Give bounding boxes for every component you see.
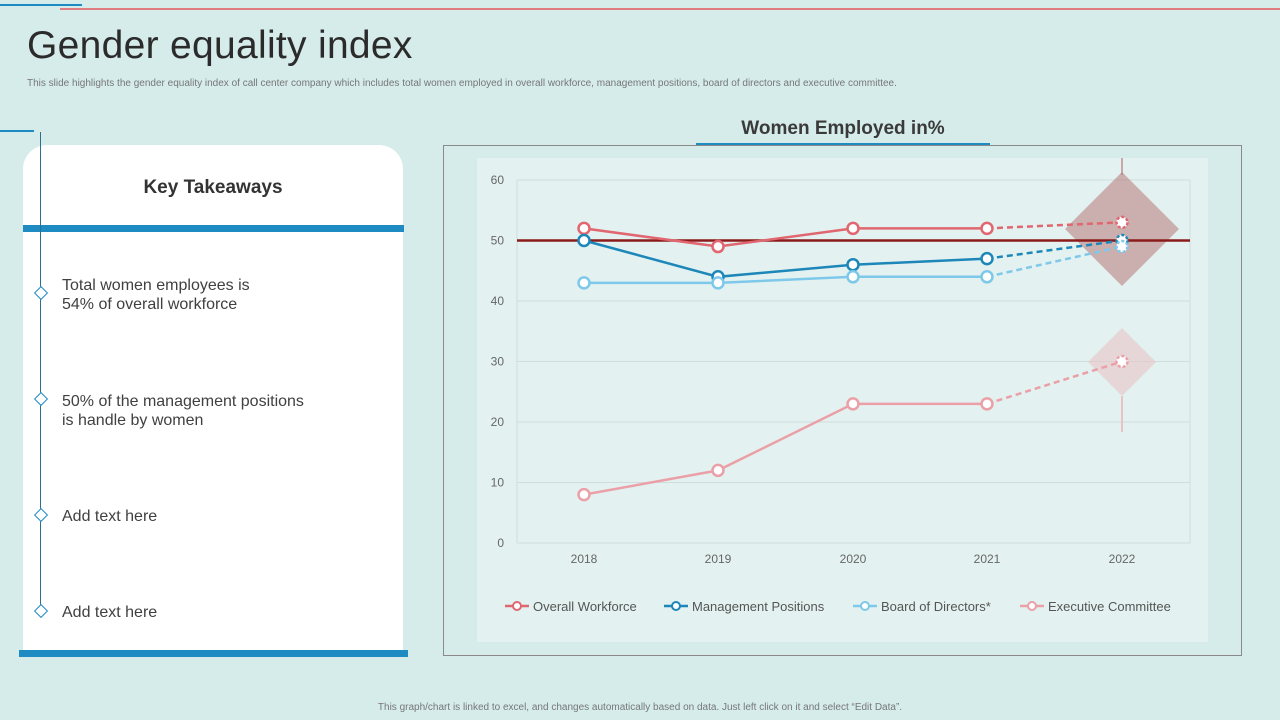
y-tick-label: 30 [491, 355, 505, 369]
key-takeaways-bottom-bar [19, 650, 408, 657]
data-point [577, 233, 591, 248]
legend-marker [671, 601, 681, 611]
top-accent-line [60, 8, 1280, 10]
data-point [711, 463, 725, 478]
x-tick-label: 2021 [974, 552, 1001, 566]
legend-label: Management Positions [692, 599, 825, 614]
page-title: Gender equality index [27, 24, 413, 67]
legend-marker [1027, 601, 1037, 611]
takeaway-item[interactable]: Add text here [62, 508, 158, 525]
data-point [846, 397, 860, 411]
top-accent-blue [0, 4, 82, 6]
page-subtitle: This slide highlights the gender equalit… [27, 78, 897, 89]
key-takeaways-title: Key Takeaways [143, 177, 283, 198]
x-tick-label: 2019 [705, 552, 732, 566]
data-point [980, 270, 994, 284]
data-point [711, 239, 725, 254]
y-tick-label: 20 [491, 415, 505, 429]
series-line [583, 402, 987, 496]
data-point [577, 276, 591, 290]
y-tick-label: 10 [491, 476, 505, 490]
legend-label: Executive Committee [1048, 599, 1171, 614]
data-point [1115, 215, 1129, 230]
series-forecast-line [986, 221, 1123, 230]
legend-marker [860, 601, 870, 611]
takeaway-item[interactable]: Add text here [62, 604, 158, 621]
left-accent-bar [0, 130, 34, 132]
x-tick-label: 2022 [1109, 552, 1136, 566]
data-point [1115, 354, 1129, 369]
y-tick-label: 0 [497, 536, 504, 550]
series-forecast-line [986, 245, 1123, 279]
y-tick-label: 50 [491, 234, 505, 248]
data-point [1115, 239, 1129, 254]
highlight-diamond-icon [1065, 172, 1179, 286]
data-point [846, 270, 860, 284]
data-point [846, 221, 860, 236]
takeaway-item: Total women employees is 54% of overall … [62, 277, 250, 313]
data-point [980, 397, 994, 411]
series-line [584, 275, 987, 285]
chart-heading: Women Employed in% [741, 118, 945, 139]
y-tick-label: 40 [491, 294, 505, 308]
timeline-line [40, 132, 41, 614]
takeaway-item: 50% of the management positions is handl… [62, 393, 304, 429]
data-point [577, 487, 591, 502]
series-forecast-line [986, 239, 1123, 260]
footer-note: This graph/chart is linked to excel, and… [377, 702, 903, 713]
chart-heading-underline [696, 143, 990, 146]
data-point [980, 221, 994, 236]
data-point [846, 257, 860, 272]
data-point [577, 221, 591, 236]
legend-label: Board of Directors* [881, 599, 991, 614]
y-tick-label: 60 [491, 173, 505, 187]
data-point [980, 251, 994, 266]
series-line [583, 239, 988, 279]
legend-marker [512, 601, 522, 611]
legend-label: Overall Workforce [533, 599, 637, 614]
data-point [711, 276, 725, 290]
x-tick-label: 2020 [840, 552, 867, 566]
x-tick-label: 2018 [571, 552, 598, 566]
series-line [583, 227, 987, 248]
chart-frame[interactable] [443, 145, 1242, 656]
key-takeaways-divider [23, 225, 404, 232]
series-forecast-line [986, 360, 1123, 406]
